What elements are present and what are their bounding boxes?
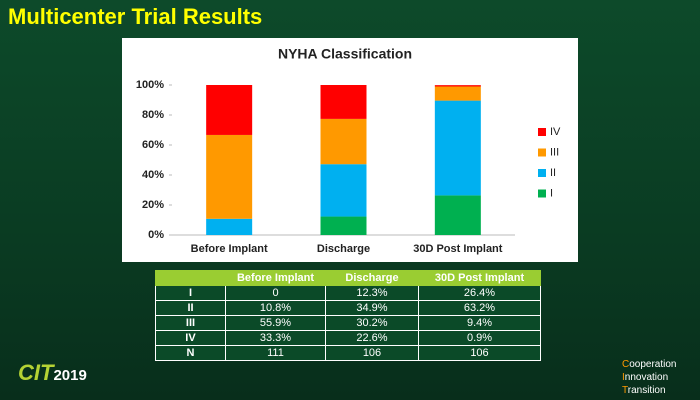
x-tick-label: Before Implant: [191, 243, 268, 255]
table-cell: 33.3%: [225, 330, 326, 346]
column-header: 30D Post Implant: [418, 270, 541, 286]
data-table: Before Implant Discharge 30D Post Implant …: [155, 270, 541, 361]
motto-word: Innovation: [622, 372, 669, 383]
bar-segment: [434, 195, 481, 235]
table-cell: 0: [225, 285, 326, 301]
column-header: Before Implant: [225, 270, 326, 286]
column-header: Discharge: [325, 270, 419, 286]
chart: NYHA Classification 0% 20% 40% 60% 80% 100% Be…: [122, 38, 578, 262]
bar-segment: [320, 85, 367, 119]
bar-segment: [434, 86, 481, 101]
legend-label: IV: [550, 126, 561, 138]
y-tick-label: 40%: [142, 169, 164, 181]
table-cell: 55.9%: [225, 315, 326, 331]
row-label: III: [155, 315, 226, 331]
legend-swatch: [538, 169, 546, 177]
table-cell: 63.2%: [418, 300, 541, 316]
bar-segment: [320, 216, 367, 235]
table-row: I 0 12.3% 26.4%: [155, 285, 541, 301]
table-cell: 12.3%: [325, 285, 419, 301]
row-label: II: [155, 300, 226, 316]
table-row: III 55.9% 30.2% 9.4%: [155, 315, 541, 331]
chart-title: NYHA Classification: [278, 46, 412, 62]
table-row: IV 33.3% 22.6% 0.9%: [155, 330, 541, 346]
table-cell: 111: [225, 345, 326, 361]
logo: CIT2019: [18, 360, 87, 386]
y-tick-label: 100%: [136, 79, 164, 91]
bar-segment: [434, 100, 481, 196]
motto-word: Cooperation: [622, 359, 677, 370]
x-tick-label: 30D Post Implant: [413, 243, 503, 255]
legend-label: I: [550, 187, 553, 199]
table-cell: 34.9%: [325, 300, 419, 316]
table-cell: 106: [418, 345, 541, 361]
x-tick-label: Discharge: [317, 243, 370, 255]
table-cell: 9.4%: [418, 315, 541, 331]
bar-segment: [320, 118, 367, 165]
table-cell: 106: [325, 345, 419, 361]
legend-label: II: [550, 167, 556, 179]
motto: Cooperation Innovation Transition: [622, 358, 677, 397]
table-body: I 0 12.3% 26.4% II 10.8% 34.9% 63.2% III 55.9% 30.…: [155, 285, 541, 361]
logo-text: CIT: [18, 360, 54, 385]
bar-segment: [206, 134, 253, 219]
bar-segment: [434, 85, 481, 87]
row-label: N: [155, 345, 226, 361]
motto-word: Transition: [622, 385, 666, 396]
y-tick-label: 80%: [142, 109, 164, 121]
table-row: II 10.8% 34.9% 63.2%: [155, 300, 541, 316]
table-header: Before Implant Discharge 30D Post Implant: [155, 270, 541, 286]
y-tick-label: 60%: [142, 139, 164, 151]
bar-segment: [206, 218, 253, 235]
table-cell: 26.4%: [418, 285, 541, 301]
table-cell: 30.2%: [325, 315, 419, 331]
legend-label: III: [550, 146, 559, 158]
header-corner: [155, 270, 226, 286]
legend-swatch: [538, 148, 546, 157]
table-cell: 10.8%: [225, 300, 326, 316]
legend-swatch: [538, 189, 546, 198]
logo-year: 2019: [53, 367, 87, 384]
bar-segment: [206, 85, 253, 135]
y-tick-label: 20%: [142, 199, 164, 211]
row-label: IV: [155, 330, 226, 346]
legend-swatch: [538, 128, 546, 136]
slide-title: Multicenter Trial Results: [8, 4, 263, 29]
row-label: I: [155, 285, 226, 301]
table-cell: 0.9%: [418, 330, 541, 346]
table-row: N 111 106 106: [155, 345, 541, 361]
bar-segment: [320, 164, 367, 217]
table-cell: 22.6%: [325, 330, 419, 346]
y-tick-label: 0%: [148, 229, 164, 241]
